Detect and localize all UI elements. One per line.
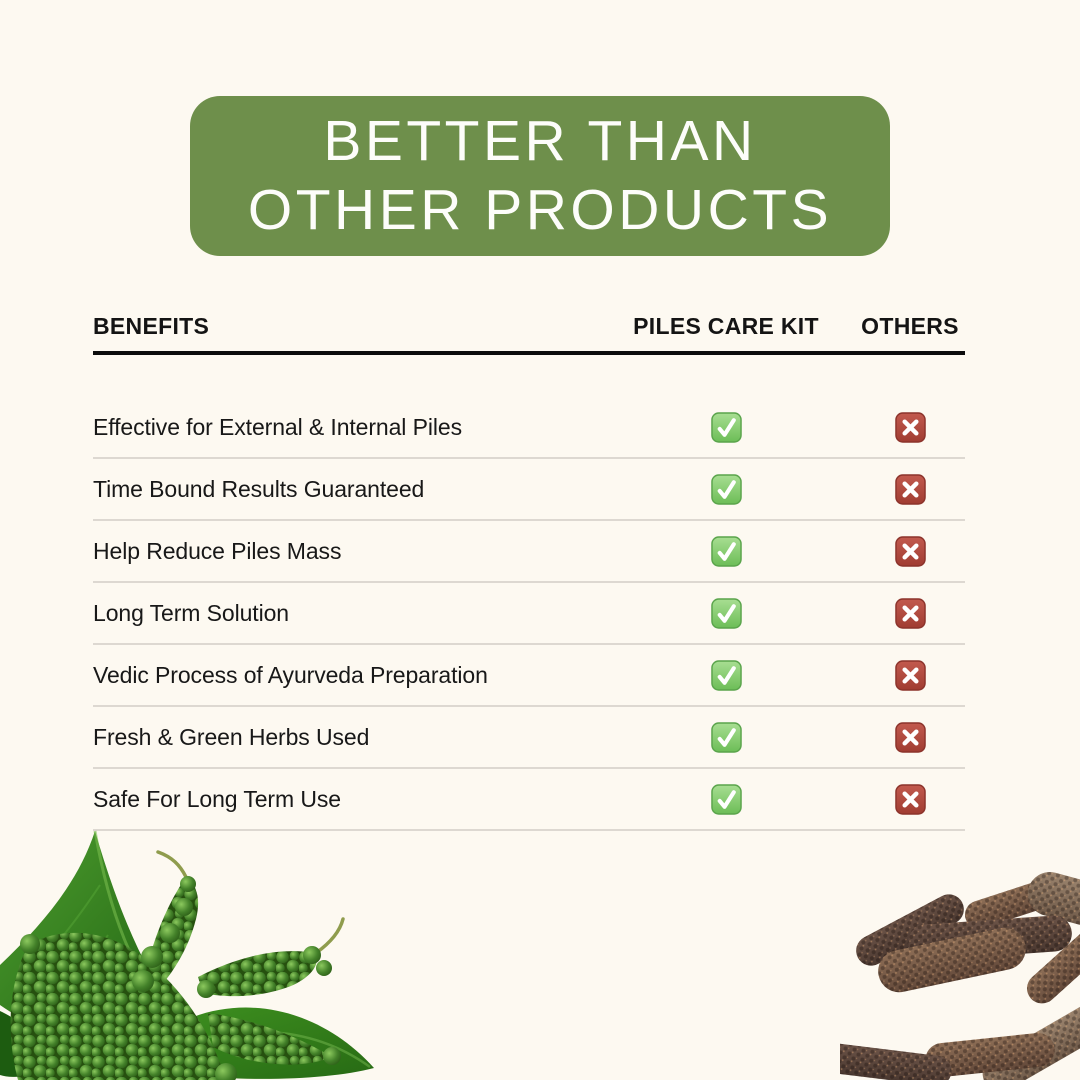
table-row: Time Bound Results Guaranteed [93, 459, 965, 521]
piles-care-kit-cell [597, 535, 855, 567]
benefit-label: Vedic Process of Ayurveda Preparation [93, 661, 488, 688]
pepper-pod [925, 1032, 1055, 1078]
benefit-label: Safe For Long Term Use [93, 785, 341, 812]
benefit-label: Effective for External & Internal Piles [93, 413, 462, 440]
cross-icon [894, 783, 926, 815]
table-row: Long Term Solution [93, 583, 965, 645]
cross-icon [894, 659, 926, 691]
check-icon [710, 783, 742, 815]
check-icon [710, 721, 742, 753]
leaf-shape [138, 1007, 374, 1079]
comparison-table: BENEFITS PILES CARE KIT OTHERS Effective… [93, 312, 965, 831]
pepper-pod [878, 927, 1026, 993]
table-rows: Effective for External & Internal Piles … [93, 355, 965, 831]
table-row: Vedic Process of Ayurveda Preparation [93, 645, 965, 707]
pepper-pod [908, 915, 1072, 961]
piles-care-kit-cell [597, 721, 855, 753]
column-header-others: OTHERS [861, 313, 959, 339]
banner: BETTER THAN OTHER PRODUCTS [190, 96, 890, 256]
pepper-pod [965, 875, 1071, 929]
cross-icon [894, 597, 926, 629]
piles-care-kit-cell [597, 473, 855, 505]
benefit-label: Fresh & Green Herbs Used [93, 723, 370, 750]
banner-title-line1: BETTER THAN [323, 109, 757, 173]
peppercorn-cluster [148, 877, 199, 987]
others-cell [855, 411, 965, 443]
peppercorn-cluster [198, 951, 317, 997]
peppercorn-cluster [10, 932, 227, 1080]
banner-title-line2: OTHER PRODUCTS [247, 178, 833, 242]
cross-icon [894, 535, 926, 567]
cross-icon [894, 721, 926, 753]
pepper-pod [840, 1042, 952, 1080]
pepper-pod [982, 998, 1080, 1080]
piles-care-kit-cell [597, 783, 855, 815]
benefit-label: Long Term Solution [93, 599, 289, 626]
cross-icon [894, 411, 926, 443]
column-header-benefits: BENEFITS [93, 313, 210, 339]
check-icon [710, 535, 742, 567]
peppercorn-cluster [208, 1013, 332, 1065]
green-peppercorns-leaf-image [0, 830, 374, 1080]
table-row: Help Reduce Piles Mass [93, 521, 965, 583]
pepper-pod [856, 894, 964, 966]
others-cell [855, 783, 965, 815]
others-cell [855, 535, 965, 567]
check-icon [710, 473, 742, 505]
column-header-piles-care-kit: PILES CARE KIT [633, 313, 819, 339]
piles-care-kit-cell [597, 597, 855, 629]
leaf-shape [0, 831, 196, 1047]
table-row: Fresh & Green Herbs Used [93, 707, 965, 769]
table-row: Effective for External & Internal Piles [93, 397, 965, 459]
check-icon [710, 659, 742, 691]
table-header: BENEFITS PILES CARE KIT OTHERS [93, 312, 965, 355]
piles-care-kit-cell [597, 659, 855, 691]
cross-icon [894, 473, 926, 505]
others-cell [855, 597, 965, 629]
benefit-label: Time Bound Results Guaranteed [93, 475, 425, 502]
piles-care-kit-cell [597, 411, 855, 443]
pepper-pod [1027, 872, 1080, 928]
table-row: Safe For Long Term Use [93, 769, 965, 831]
check-icon [710, 597, 742, 629]
dried-long-pepper-image [840, 872, 1080, 1080]
pepper-pod [1026, 926, 1080, 1004]
check-icon [710, 411, 742, 443]
benefit-label: Help Reduce Piles Mass [93, 537, 342, 564]
leaf-shape [0, 1011, 52, 1077]
others-cell [855, 659, 965, 691]
others-cell [855, 721, 965, 753]
others-cell [855, 473, 965, 505]
